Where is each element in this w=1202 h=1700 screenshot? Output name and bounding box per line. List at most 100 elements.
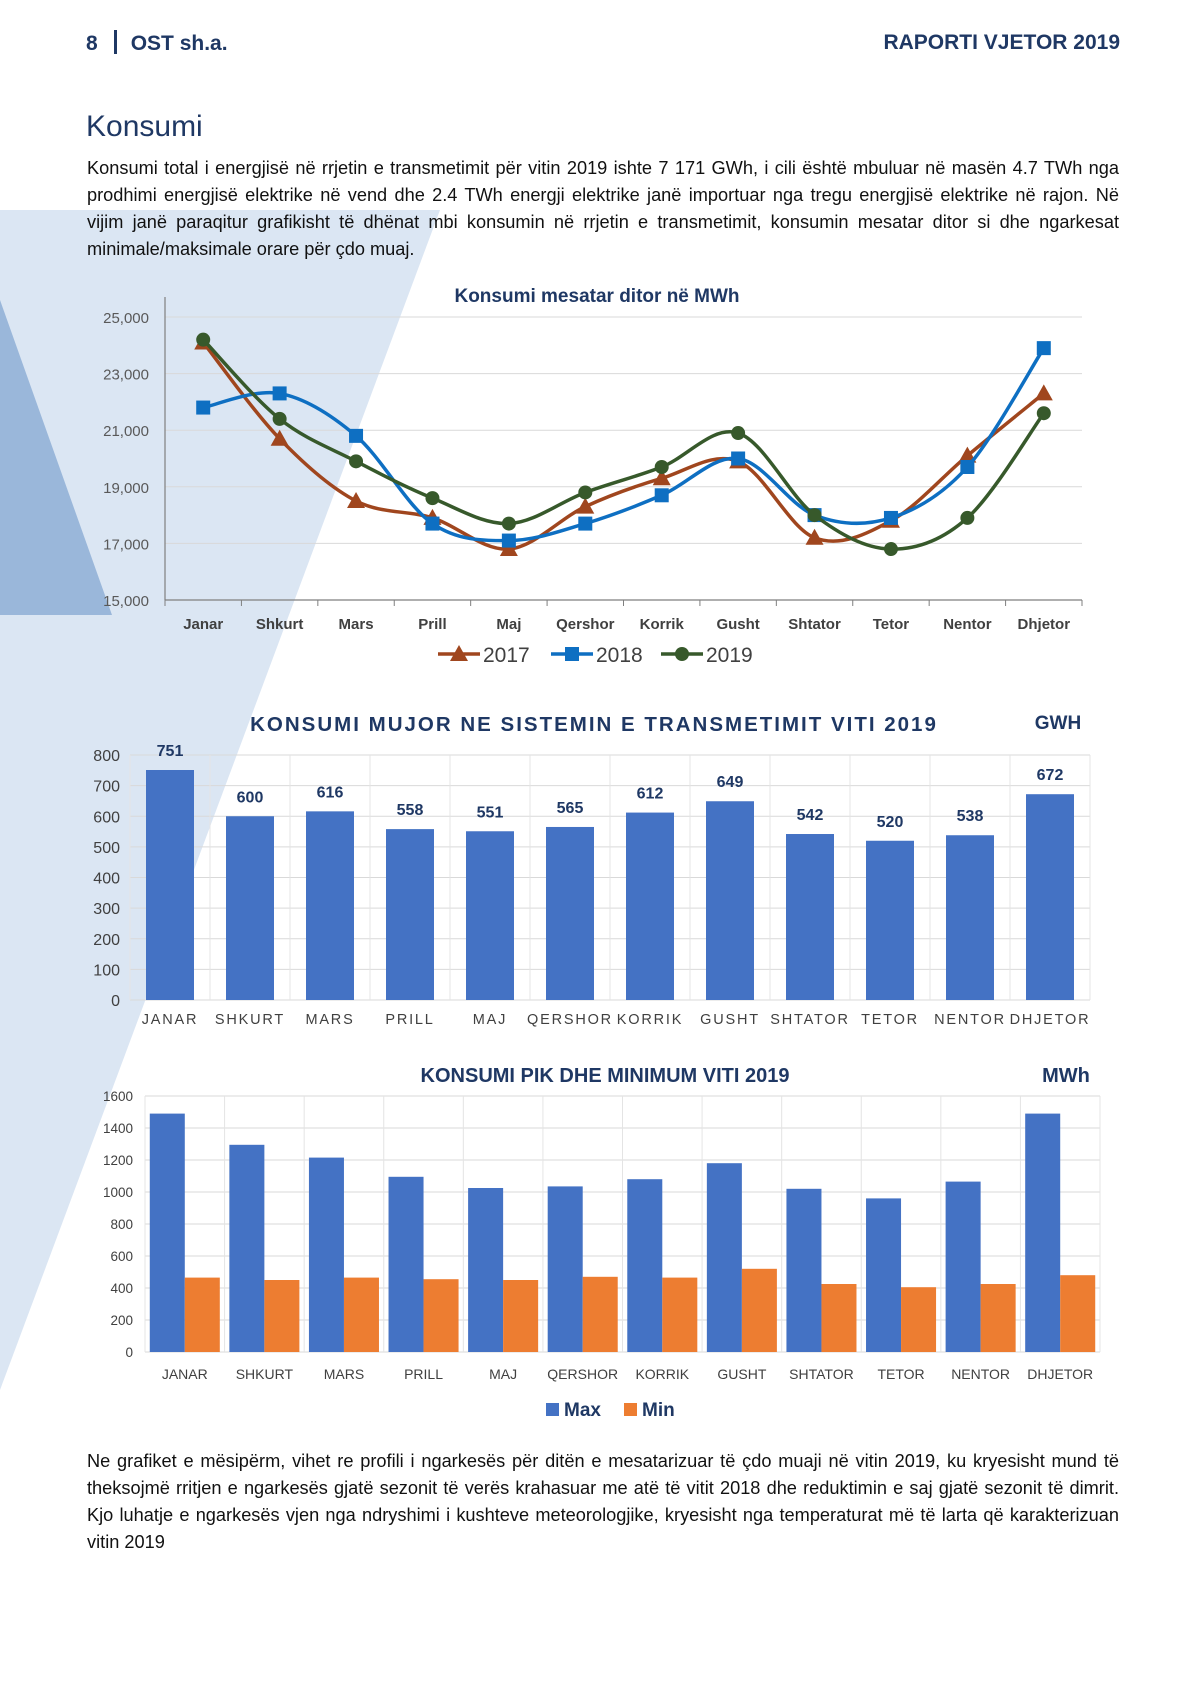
bar-max <box>945 1181 981 1352</box>
bar <box>386 829 434 1000</box>
bar-min <box>901 1287 937 1352</box>
intro-paragraph: Konsumi total i energjisë në rrjetin e t… <box>87 158 1119 259</box>
bar <box>946 835 994 1000</box>
page-header-left: 8 OST sh.a. <box>86 30 228 56</box>
y-tick-label: 600 <box>93 809 120 826</box>
page-number: 8 <box>86 32 98 55</box>
report-title: RAPORTI VJETOR 2019 <box>883 31 1120 54</box>
y-tick-label: 1600 <box>103 1089 133 1104</box>
x-tick-label: PRILL <box>385 1012 434 1028</box>
y-tick-label: 600 <box>110 1249 133 1264</box>
x-tick-label: QERSHOR <box>527 1012 613 1028</box>
bar-max <box>786 1188 822 1352</box>
x-tick-label: SHTATOR <box>770 1012 849 1028</box>
x-tick-label: Korrik <box>640 616 685 633</box>
data-label: 612 <box>637 786 664 803</box>
section-title: Konsumi <box>86 110 203 143</box>
x-tick-label: Mars <box>339 616 374 633</box>
monthly-consumption-bar-chart: KONSUMI MUJOR NE SISTEMIN E TRANSMETIMIT… <box>93 713 1091 1028</box>
data-point-2017 <box>652 469 671 486</box>
data-point-2019 <box>807 508 822 523</box>
x-tick-label: NENTOR <box>934 1012 1006 1028</box>
x-tick-label: Dhjetor <box>1018 616 1071 633</box>
org-name: OST sh.a. <box>130 32 228 55</box>
data-point-2019 <box>883 542 898 557</box>
bar-max <box>388 1176 424 1352</box>
data-point-2019 <box>731 426 746 441</box>
x-tick-label: Shkurt <box>256 616 304 633</box>
data-point-2018 <box>425 516 440 531</box>
bar-max <box>547 1186 583 1352</box>
y-tick-label: 800 <box>93 748 120 765</box>
data-point-2018 <box>349 428 364 443</box>
bar-min <box>1060 1275 1096 1352</box>
legend-label-2019: 2019 <box>706 644 753 667</box>
data-point-2018 <box>654 488 669 503</box>
chart-title: KONSUMI MUJOR NE SISTEMIN E TRANSMETIMIT… <box>250 713 938 736</box>
bar-max <box>149 1113 185 1352</box>
bar <box>466 831 514 1000</box>
bar-max <box>308 1157 344 1352</box>
bar-min <box>821 1284 857 1352</box>
x-tick-label: SHKURT <box>236 1366 294 1382</box>
legend-label-Min: Min <box>642 1400 675 1421</box>
x-tick-label: KORRIK <box>617 1012 683 1028</box>
series-line-2018 <box>202 347 1046 543</box>
x-tick-label: SHTATOR <box>789 1366 854 1382</box>
y-tick-label: 400 <box>110 1281 133 1296</box>
legend-label-Max: Max <box>564 1400 601 1421</box>
data-label: 542 <box>797 807 824 824</box>
x-tick-label: MAJ <box>489 1366 517 1382</box>
data-point-2019 <box>272 411 287 426</box>
y-tick-label: 19,000 <box>103 480 149 497</box>
x-tick-label: Prill <box>418 616 446 633</box>
bar-min <box>423 1279 459 1352</box>
bar-max <box>627 1179 663 1352</box>
bar <box>146 770 194 1000</box>
x-tick-label: Qershor <box>556 616 615 633</box>
x-tick-label: GUSHT <box>717 1366 766 1382</box>
bar-max <box>1025 1113 1061 1352</box>
x-tick-label: Shtator <box>788 616 841 633</box>
x-tick-label: DHJETOR <box>1027 1366 1093 1382</box>
chart-unit: GWH <box>1035 713 1081 734</box>
data-label: 672 <box>1037 767 1064 784</box>
y-tick-label: 1000 <box>103 1185 133 1200</box>
legend-label-2017: 2017 <box>483 644 530 667</box>
y-tick-label: 1200 <box>103 1153 133 1168</box>
x-tick-label: Gusht <box>716 616 759 633</box>
legend-swatch-Max <box>546 1403 559 1416</box>
y-tick-label: 0 <box>111 993 120 1010</box>
data-point-2019 <box>960 510 975 525</box>
data-point-2018 <box>578 516 593 531</box>
data-label: 558 <box>397 802 424 819</box>
legend-marker-2018 <box>565 647 579 661</box>
data-point-2017 <box>805 528 824 545</box>
data-point-2017 <box>347 491 366 508</box>
data-point-2017 <box>499 540 518 557</box>
y-tick-label: 25,000 <box>103 310 149 327</box>
x-tick-label: NENTOR <box>951 1366 1010 1382</box>
bar-min <box>662 1277 698 1352</box>
data-point-2018 <box>196 400 211 415</box>
daily-consumption-line-chart: Konsumi mesatar ditor në MWh 15,000 17,000… <box>103 286 1083 667</box>
data-point-2018 <box>731 451 746 466</box>
x-tick-label: Tetor <box>873 616 910 633</box>
data-point-2018 <box>883 510 898 525</box>
series-line-2019 <box>201 338 1046 551</box>
y-tick-label: 400 <box>93 871 120 888</box>
bar <box>546 826 594 1000</box>
data-point-2018 <box>1036 341 1051 356</box>
data-point-2017 <box>958 446 977 463</box>
y-tick-label: 700 <box>93 779 120 796</box>
data-point-2019 <box>425 491 440 506</box>
data-label: 565 <box>557 800 584 817</box>
bar <box>306 811 354 1000</box>
x-tick-label: KORRIK <box>635 1366 689 1382</box>
data-label: 538 <box>957 808 984 825</box>
bar <box>226 816 274 1000</box>
x-tick-label: JANAR <box>142 1012 199 1028</box>
x-tick-label: Janar <box>183 616 223 633</box>
bar <box>786 834 834 1000</box>
